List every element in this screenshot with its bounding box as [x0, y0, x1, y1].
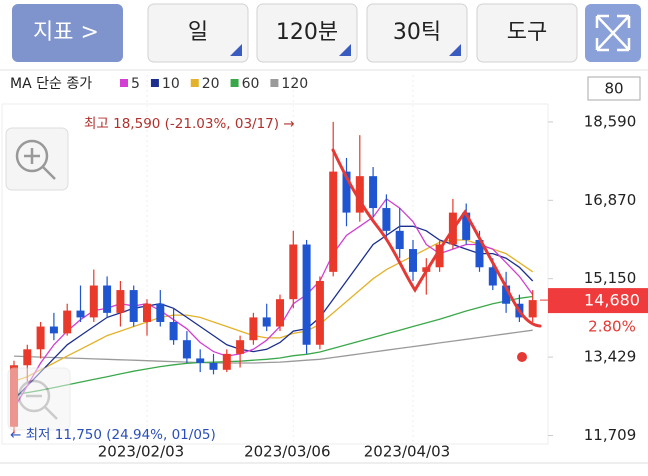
button-label: 지표 >	[33, 20, 99, 45]
zoom-in[interactable]	[5, 127, 69, 191]
candle-body	[409, 249, 417, 272]
button-label: 도구	[507, 20, 547, 45]
legend-label: 60	[242, 76, 260, 92]
candle-body	[63, 310, 72, 334]
candle-body	[156, 303, 165, 322]
y-tick-label: 13,429	[584, 348, 637, 366]
candle-body	[528, 300, 537, 318]
legend-swatch	[270, 79, 279, 87]
candle-body	[222, 353, 231, 370]
candle-body	[355, 176, 364, 213]
x-tick-label: 2023/04/03	[364, 443, 450, 461]
x-tick-label: 2023/02/03	[98, 443, 184, 461]
candle-body	[435, 244, 444, 268]
candle-body	[76, 310, 85, 318]
period-button[interactable]	[147, 3, 249, 63]
legend-title: MA 단순 종가	[10, 76, 92, 92]
candle-body	[382, 208, 391, 231]
legend-label: 20	[202, 76, 220, 92]
candle-body	[36, 326, 45, 350]
candle-body	[329, 171, 338, 272]
candle-body	[196, 358, 205, 363]
candle-body	[276, 299, 284, 327]
button-label: 30틱	[393, 20, 441, 45]
y-tick-label: 18,590	[584, 112, 637, 130]
candle-body	[169, 321, 178, 341]
change-label: 2.80%	[588, 318, 636, 336]
ma-line	[13, 329, 533, 364]
candle-body	[502, 285, 511, 304]
candle-body	[236, 340, 245, 354]
tools-button[interactable]	[476, 3, 578, 63]
candle-body	[289, 244, 298, 300]
y-tick-label: 16,870	[584, 191, 637, 209]
low-annotation: ← 최저 11,750 (24.94%, 01/05)	[10, 427, 216, 443]
legend-swatch	[120, 79, 128, 87]
y-tick-label: 15,150	[584, 269, 637, 287]
period-button[interactable]	[256, 3, 358, 63]
candle-body	[249, 317, 258, 341]
scale-box-label: 80	[604, 80, 623, 98]
button-label: 120분	[276, 20, 338, 45]
candle-body	[302, 244, 311, 345]
legend-swatch	[230, 79, 239, 87]
dropdown-mark	[449, 44, 461, 56]
candle-body	[143, 303, 151, 322]
candle-body	[462, 212, 471, 240]
candle-body	[23, 349, 32, 366]
candle-body	[129, 290, 138, 322]
ma-line	[13, 198, 534, 409]
indicator-button[interactable]	[12, 4, 123, 62]
price-tag	[548, 288, 648, 314]
candle-body	[488, 267, 497, 286]
button-label: 일	[188, 20, 208, 45]
legend-label: 5	[131, 76, 140, 92]
dropdown-mark	[230, 44, 242, 56]
candle-body	[342, 171, 351, 213]
dropdown-mark	[339, 44, 351, 56]
expand-icon	[595, 14, 631, 52]
zoom-out[interactable]	[7, 367, 71, 431]
candle-body	[315, 280, 324, 345]
x-tick-label: 2023/03/06	[244, 443, 330, 461]
candle-body	[182, 340, 191, 359]
candle-body	[262, 317, 271, 327]
red-dot	[517, 352, 527, 362]
candle-body	[116, 290, 125, 313]
candle-body	[369, 176, 378, 209]
ma-line	[13, 295, 533, 396]
hand-drawn-line	[331, 148, 542, 328]
legend-swatch	[190, 79, 199, 87]
price-tag-label: 14,680	[584, 291, 640, 310]
scale-box[interactable]	[587, 76, 641, 101]
toolbar: 지표 > 일 120분 30틱 도구	[12, 3, 641, 63]
high-annotation: 최고 18,590 (-21.03%, 03/17) →	[84, 116, 295, 132]
y-tick-label: 11,709	[584, 426, 637, 444]
candle-body	[103, 285, 112, 313]
candle-body	[475, 239, 484, 268]
candle-body	[89, 285, 98, 318]
candle-body	[49, 326, 58, 334]
legend-swatch	[150, 79, 159, 87]
candle-body	[209, 362, 218, 370]
plot-frame	[1, 103, 549, 445]
candle-body	[395, 230, 404, 250]
legend-label: 10	[162, 76, 180, 92]
period-button[interactable]	[366, 3, 468, 63]
legend-label: 120	[281, 76, 308, 92]
